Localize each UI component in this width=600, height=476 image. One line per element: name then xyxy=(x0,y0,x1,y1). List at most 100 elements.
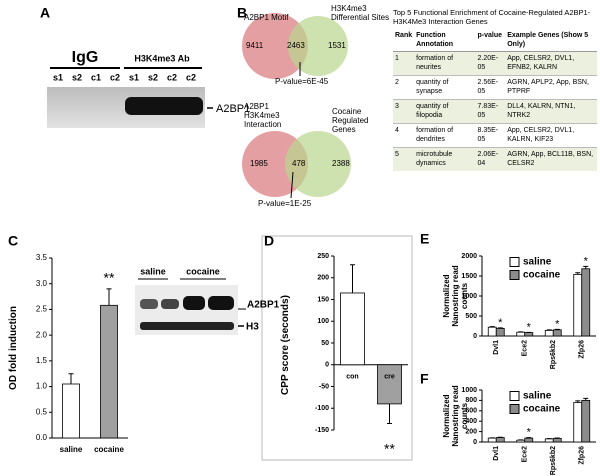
x-tick-label: saline xyxy=(60,445,83,454)
p-value: P-value=1E-25 xyxy=(258,199,312,208)
y-tick-label: 2000 xyxy=(461,253,477,260)
x-tick-label: Dvl1 xyxy=(493,446,500,461)
table-row: 5 microtubule dynamics 2.06E-04 AGRN, App, … xyxy=(393,147,597,171)
venn-circle xyxy=(288,16,348,76)
y-tick-label: 0.0 xyxy=(36,433,48,442)
panel-label: D xyxy=(264,233,274,249)
bar xyxy=(581,399,591,443)
table-row: 2 quantity of synapse 2.56E-05 AGRN, APLP2,… xyxy=(393,75,597,100)
table-cell: 4 xyxy=(393,123,415,148)
y-tick-label: 200 xyxy=(317,275,329,282)
error-bar xyxy=(575,272,581,275)
x-tick-label: Rps6kb2 xyxy=(550,446,557,475)
column-header: p-value xyxy=(475,30,506,52)
bar xyxy=(340,292,365,366)
p-value: P-value=6E-45 xyxy=(275,77,329,86)
column-header: Example Genes (Show 5 Only) xyxy=(505,30,597,52)
bar xyxy=(495,437,505,443)
table-title: Top 5 Functional Enrichment of Cocaine-R… xyxy=(393,8,591,26)
y-tick-label: 800 xyxy=(465,397,477,404)
bar xyxy=(62,383,80,439)
table-cell: 1 xyxy=(393,51,415,76)
venn-count: 478 xyxy=(292,159,306,168)
y-axis-label: Normalized Nanostring read counts xyxy=(442,385,469,447)
lane-label: c2 xyxy=(110,72,120,82)
y-tick-label: 1000 xyxy=(461,293,477,300)
group-label: H3K4me3 Ab xyxy=(134,53,190,63)
table-cell: App, CELSR2, DVL1, EFNB2, KALRN xyxy=(505,51,597,76)
pointer xyxy=(290,171,294,199)
y-tick-label: 2.0 xyxy=(36,330,48,339)
y-tick-label: -50 xyxy=(319,383,329,390)
y-tick-label: 250 xyxy=(317,253,329,260)
bar xyxy=(516,439,526,443)
error-bar xyxy=(68,373,74,384)
bar xyxy=(552,329,562,337)
lane-label: c2 xyxy=(167,72,177,82)
lane-label: c1 xyxy=(91,72,101,82)
y-tick-label: 150 xyxy=(317,296,329,303)
lane-label: s1 xyxy=(129,72,139,82)
y-tick-label: 50 xyxy=(321,340,329,347)
y-tick-label: 1500 xyxy=(461,273,477,280)
venn-label: H3K4me3 Differential Sites xyxy=(331,4,390,22)
y-tick-label: 100 xyxy=(317,318,329,325)
panel-label: F xyxy=(420,371,429,387)
column-header: Rank xyxy=(393,30,415,52)
panel-label: A xyxy=(40,5,50,21)
y-tick-label: -100 xyxy=(315,405,329,412)
significance-mark: * xyxy=(584,255,589,267)
y-tick-label: 1.5 xyxy=(36,356,48,365)
panel-frame xyxy=(261,235,413,461)
error-bar xyxy=(350,264,355,293)
venn-label: A2BP1 Motif xyxy=(244,13,289,22)
y-axis-label: OD fold induction xyxy=(8,306,19,390)
x-tick-label: Zfp26 xyxy=(579,446,586,465)
bar xyxy=(377,364,402,405)
panel-label: C xyxy=(8,233,18,249)
bar xyxy=(552,437,562,443)
error-bar xyxy=(106,288,112,306)
table-cell: microtubule dynamics xyxy=(414,147,476,171)
blot-band xyxy=(161,299,179,309)
y-tick-label: 400 xyxy=(465,418,477,425)
table-cell: AGRN, App, BCL11B, BSN, CELSR2 xyxy=(505,147,597,171)
group-label: cocaine xyxy=(186,266,220,276)
y-tick-label: 200 xyxy=(465,428,477,435)
bar xyxy=(495,327,505,337)
y-tick-label: 1000 xyxy=(461,387,477,394)
blot-band xyxy=(208,296,234,310)
error-bar xyxy=(583,265,589,269)
y-tick-label: 0 xyxy=(325,362,329,369)
venn-label: Cocaine Regulated Genes xyxy=(332,107,369,134)
venn-circle xyxy=(285,131,351,197)
significance-mark: ** xyxy=(104,270,115,286)
y-tick-label: -150 xyxy=(315,427,329,434)
error-bar xyxy=(489,326,495,328)
y-tick-label: 2.5 xyxy=(36,305,48,314)
significance-mark: * xyxy=(555,318,560,330)
table-cell: 2.56E-05 xyxy=(475,75,506,100)
bar xyxy=(487,326,497,337)
blot-band xyxy=(140,322,234,330)
y-tick-label: 0.5 xyxy=(36,407,48,416)
bar xyxy=(516,331,526,337)
table-cell: App, CELSR2, DVL1, KALRN, KIF23 xyxy=(505,123,597,148)
error-bar xyxy=(387,403,392,424)
table-row: 4 formation of dendrites 8.35E-05 App, CELS… xyxy=(393,123,597,148)
y-tick-label: 3.0 xyxy=(36,279,48,288)
lane-label: s1 xyxy=(53,72,63,82)
y-tick-label: 0 xyxy=(473,333,477,340)
significance-mark: * xyxy=(498,317,503,329)
significance-mark: * xyxy=(527,321,532,333)
lane-label: s2 xyxy=(148,72,158,82)
bar xyxy=(573,273,583,337)
y-axis-label: CPP score (seconds) xyxy=(280,295,291,395)
x-tick-label: Dvl1 xyxy=(493,340,500,355)
blot-band xyxy=(140,299,158,309)
legend-label: saline xyxy=(523,391,552,402)
x-tick-label: Ece2 xyxy=(522,446,529,462)
legend-swatch xyxy=(509,257,520,267)
